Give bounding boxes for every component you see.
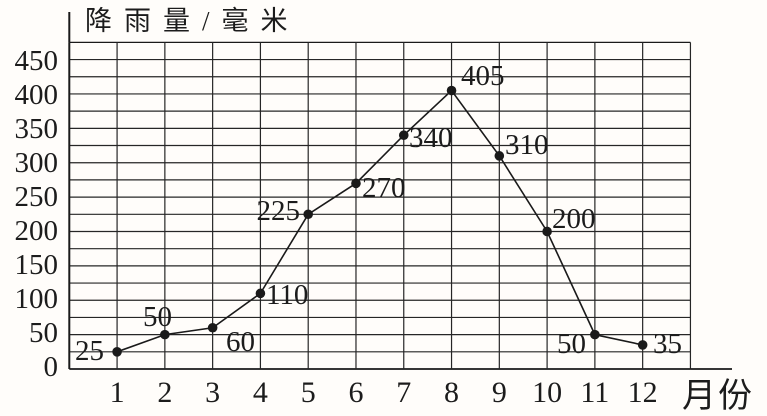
- svg-text:降雨量/毫米: 降雨量/毫米: [85, 6, 300, 36]
- svg-text:110: 110: [266, 279, 308, 311]
- svg-text:200: 200: [15, 215, 59, 247]
- svg-text:7: 7: [396, 376, 411, 409]
- svg-text:200: 200: [552, 203, 596, 235]
- svg-text:12: 12: [628, 376, 658, 409]
- svg-text:10: 10: [532, 376, 562, 409]
- svg-text:9: 9: [492, 376, 507, 409]
- svg-text:2: 2: [157, 376, 172, 409]
- svg-text:225: 225: [257, 195, 301, 227]
- svg-text:150: 150: [15, 249, 59, 281]
- svg-text:月份: 月份: [682, 378, 754, 415]
- svg-text:35: 35: [653, 328, 682, 360]
- svg-text:405: 405: [461, 60, 505, 92]
- svg-text:0: 0: [44, 351, 59, 383]
- svg-text:300: 300: [15, 147, 59, 179]
- svg-text:100: 100: [15, 283, 59, 315]
- svg-text:50: 50: [143, 301, 172, 333]
- svg-text:50: 50: [557, 328, 586, 360]
- svg-text:11: 11: [580, 376, 609, 409]
- svg-text:3: 3: [205, 376, 220, 409]
- svg-text:4: 4: [253, 376, 268, 409]
- svg-text:6: 6: [348, 376, 363, 409]
- svg-text:5: 5: [301, 376, 316, 409]
- svg-text:310: 310: [505, 129, 549, 161]
- svg-text:350: 350: [15, 113, 59, 145]
- svg-text:60: 60: [226, 326, 255, 358]
- svg-text:50: 50: [29, 317, 58, 349]
- svg-text:450: 450: [15, 45, 59, 77]
- svg-text:250: 250: [15, 181, 59, 213]
- svg-text:400: 400: [15, 79, 59, 111]
- svg-text:8: 8: [444, 376, 459, 409]
- svg-text:1: 1: [110, 376, 125, 409]
- svg-text:340: 340: [409, 122, 453, 154]
- svg-text:270: 270: [362, 172, 406, 204]
- svg-text:25: 25: [75, 335, 104, 367]
